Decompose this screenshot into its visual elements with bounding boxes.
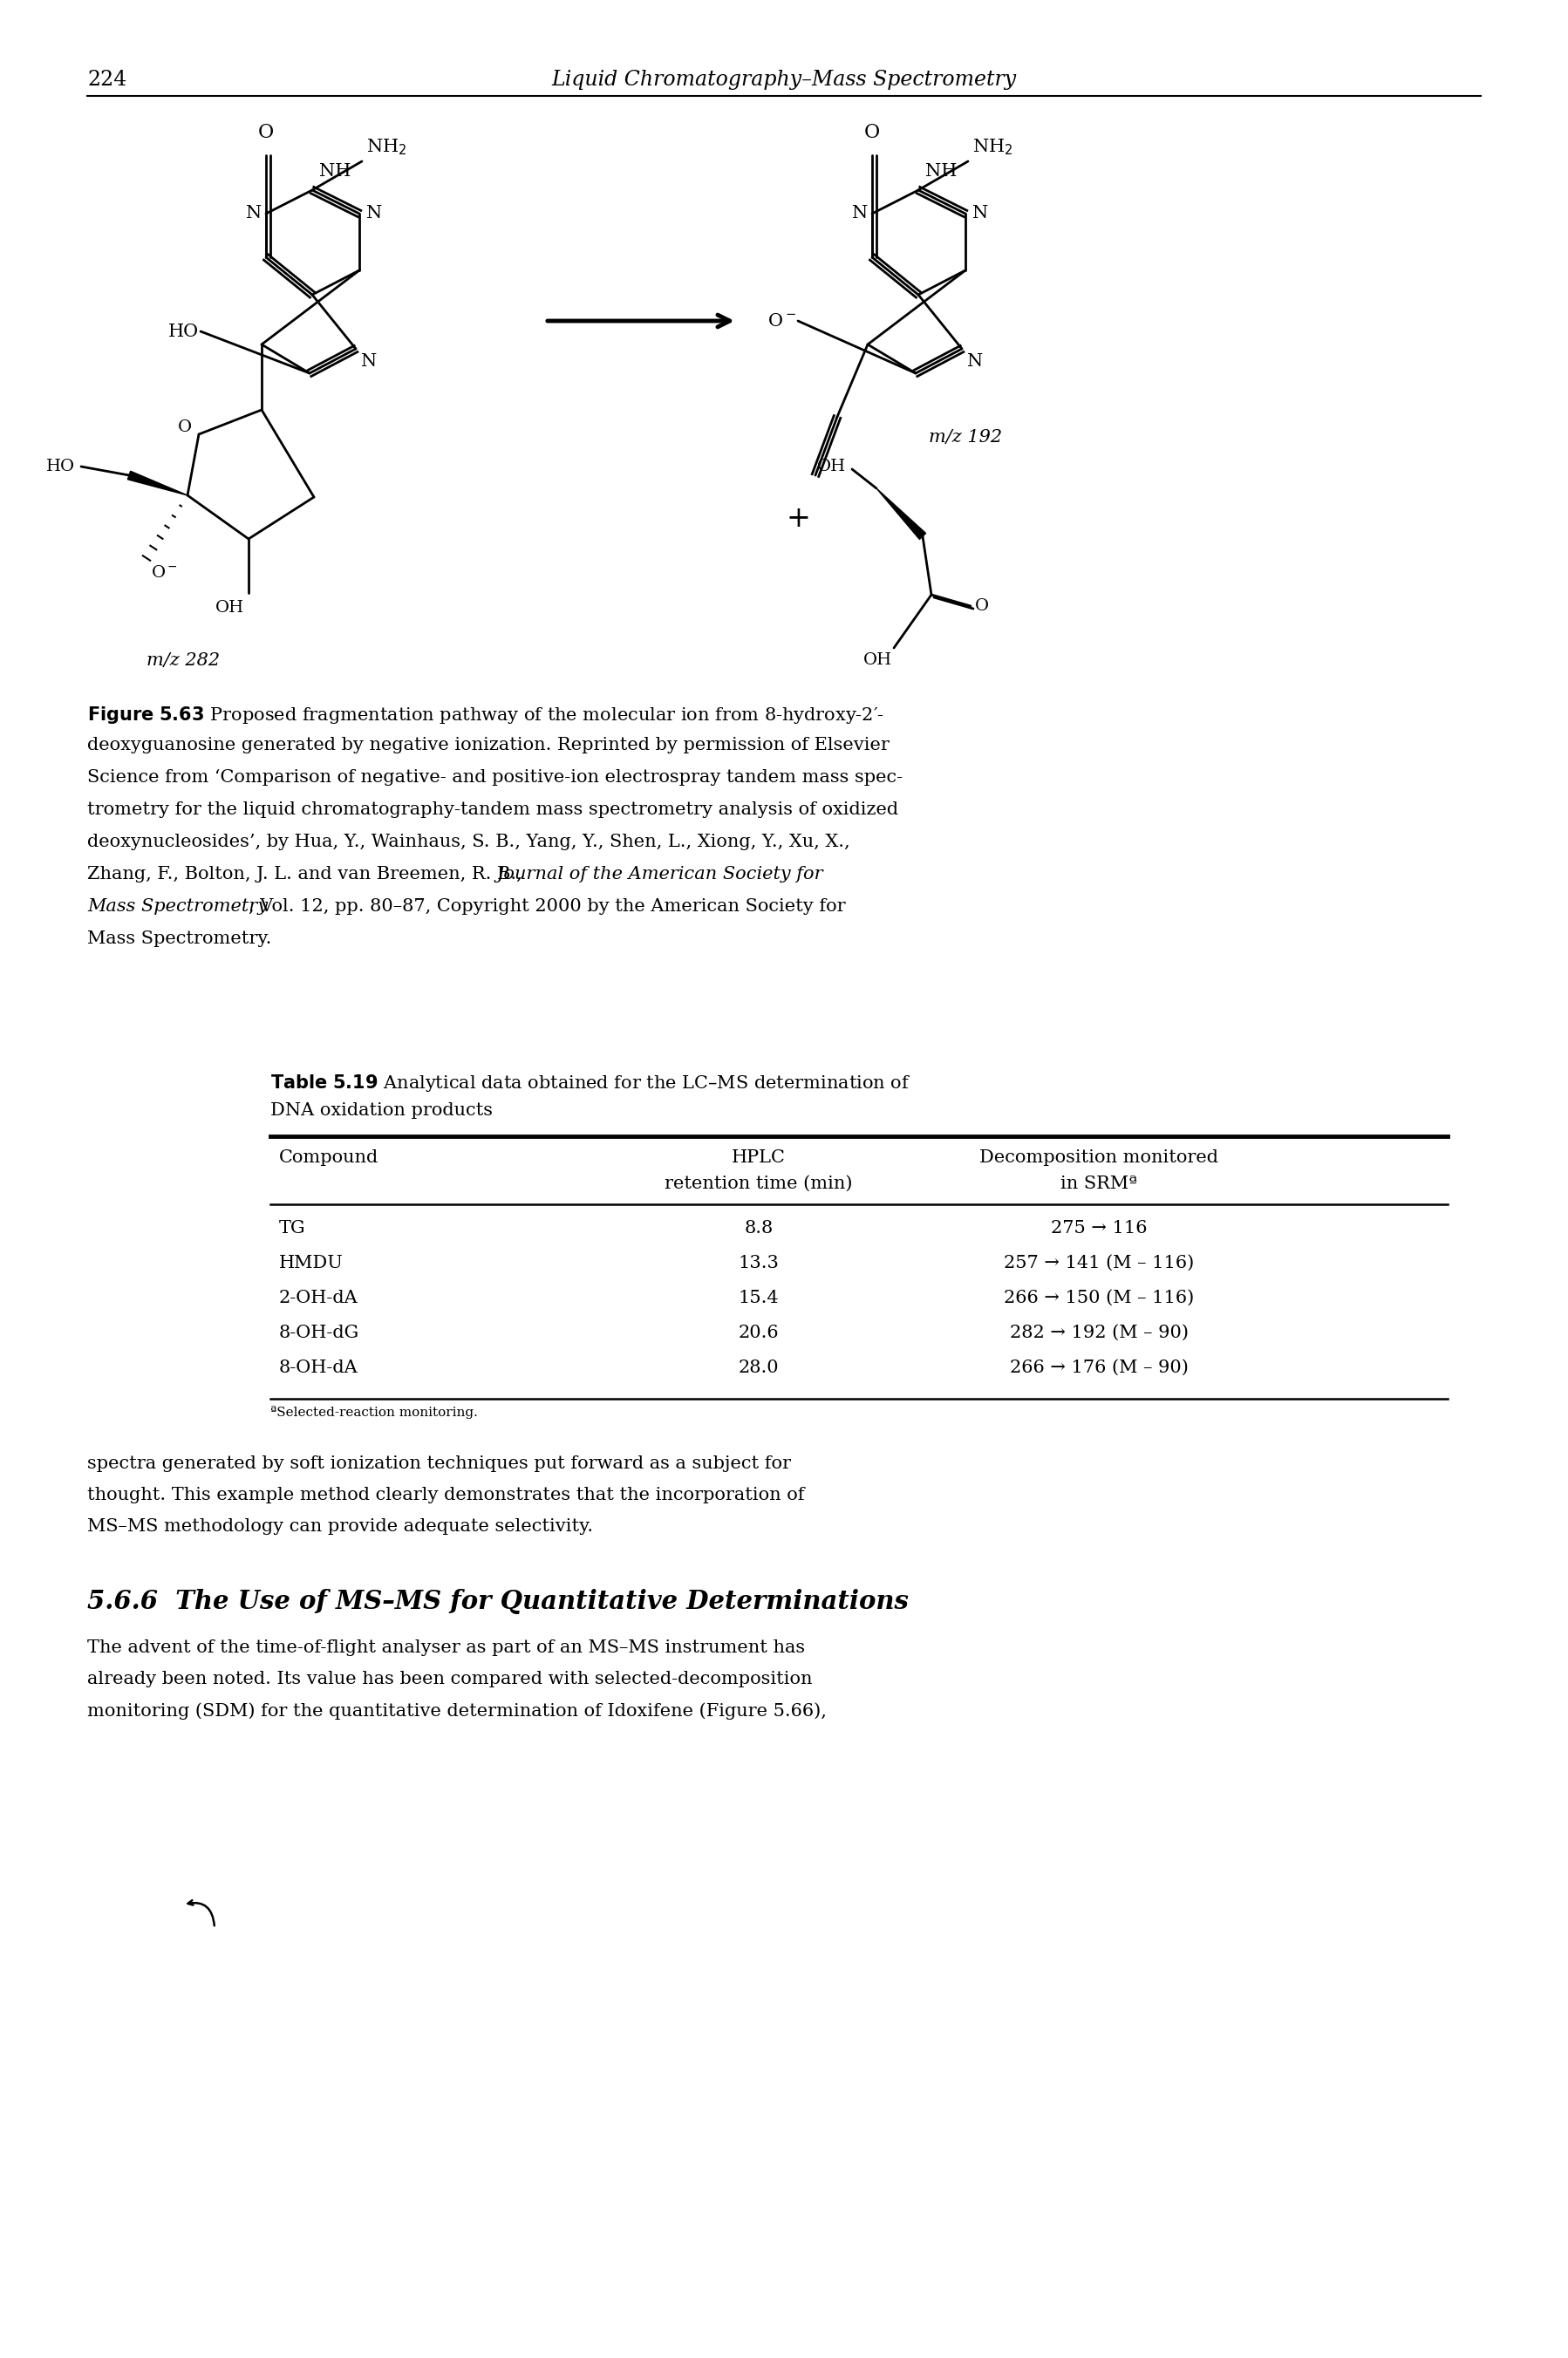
Text: 8.8: 8.8 xyxy=(745,1219,773,1236)
Text: Mass Spectrometry: Mass Spectrometry xyxy=(88,898,268,915)
Text: Compound: Compound xyxy=(279,1148,379,1165)
Text: retention time (min): retention time (min) xyxy=(665,1177,853,1193)
Text: OH: OH xyxy=(215,599,245,615)
Text: O: O xyxy=(259,123,274,141)
Text: 275 → 116: 275 → 116 xyxy=(1051,1219,1148,1236)
Text: NH: NH xyxy=(320,163,351,179)
Text: N: N xyxy=(851,205,867,222)
Text: 282 → 192 (M – 90): 282 → 192 (M – 90) xyxy=(1010,1325,1189,1342)
Text: NH$_2$: NH$_2$ xyxy=(972,137,1013,158)
Text: O: O xyxy=(864,123,880,141)
Text: in SRMª: in SRMª xyxy=(1060,1177,1137,1193)
Text: NH$_2$: NH$_2$ xyxy=(367,137,406,158)
Text: N: N xyxy=(361,354,376,370)
Text: , Vol. 12, pp. 80–87, Copyright 2000 by the American Society for: , Vol. 12, pp. 80–87, Copyright 2000 by … xyxy=(249,898,845,915)
Text: m/z 192: m/z 192 xyxy=(928,429,1002,446)
Text: 2-OH-dA: 2-OH-dA xyxy=(279,1290,358,1306)
Text: Mass Spectrometry.: Mass Spectrometry. xyxy=(88,931,271,948)
Text: HMDU: HMDU xyxy=(279,1254,343,1271)
Text: 5.6.6  The Use of MS–MS for Quantitative Determinations: 5.6.6 The Use of MS–MS for Quantitative … xyxy=(88,1589,908,1615)
Text: O$^-$: O$^-$ xyxy=(151,566,177,580)
Text: 8-OH-dA: 8-OH-dA xyxy=(279,1361,358,1377)
Text: 13.3: 13.3 xyxy=(739,1254,779,1271)
Text: deoxyguanosine generated by negative ionization. Reprinted by permission of Else: deoxyguanosine generated by negative ion… xyxy=(88,736,889,755)
Text: HPLC: HPLC xyxy=(732,1148,786,1165)
Text: spectra generated by soft ionization techniques put forward as a subject for: spectra generated by soft ionization tec… xyxy=(88,1455,790,1471)
Text: trometry for the liquid chromatography-tandem mass spectrometry analysis of oxid: trometry for the liquid chromatography-t… xyxy=(88,802,898,818)
Text: 266 → 176 (M – 90): 266 → 176 (M – 90) xyxy=(1010,1361,1189,1377)
Text: deoxynucleosides’, by Hua, Y., Wainhaus, S. B., Yang, Y., Shen, L., Xiong, Y., X: deoxynucleosides’, by Hua, Y., Wainhaus,… xyxy=(88,835,850,851)
Text: HO: HO xyxy=(45,460,75,474)
Text: 266 → 150 (M – 116): 266 → 150 (M – 116) xyxy=(1004,1290,1193,1306)
Text: N: N xyxy=(246,205,262,222)
Text: Zhang, F., Bolton, J. L. and van Breemen, R. B.,: Zhang, F., Bolton, J. L. and van Breemen… xyxy=(88,865,528,882)
Text: 8-OH-dG: 8-OH-dG xyxy=(279,1325,359,1342)
Text: m/z 282: m/z 282 xyxy=(146,653,220,670)
Text: monitoring (SDM) for the quantitative determination of Idoxifene (Figure 5.66),: monitoring (SDM) for the quantitative de… xyxy=(88,1702,826,1719)
Text: Liquid Chromatography–Mass Spectrometry: Liquid Chromatography–Mass Spectrometry xyxy=(552,71,1016,90)
Text: The advent of the time-of-flight analyser as part of an MS–MS instrument has: The advent of the time-of-flight analyse… xyxy=(88,1639,804,1655)
Text: TG: TG xyxy=(279,1219,306,1236)
Text: O: O xyxy=(177,420,191,436)
Text: N: N xyxy=(967,354,983,370)
Polygon shape xyxy=(877,488,925,540)
Text: Journal of the American Society for: Journal of the American Society for xyxy=(497,865,823,882)
Text: HO: HO xyxy=(168,323,199,340)
Text: ªSelected-reaction monitoring.: ªSelected-reaction monitoring. xyxy=(270,1405,478,1420)
Text: DNA oxidation products: DNA oxidation products xyxy=(270,1101,492,1118)
Text: NH: NH xyxy=(925,163,956,179)
Text: Science from ‘Comparison of negative- and positive-ion electrospray tandem mass : Science from ‘Comparison of negative- an… xyxy=(88,769,903,785)
Text: O$^-$: O$^-$ xyxy=(767,314,797,330)
Text: OH: OH xyxy=(817,460,845,474)
Text: 257 → 141 (M – 116): 257 → 141 (M – 116) xyxy=(1004,1254,1193,1271)
Polygon shape xyxy=(127,472,188,495)
Text: N: N xyxy=(367,205,383,222)
Text: already been noted. Its value has been compared with selected-decomposition: already been noted. Its value has been c… xyxy=(88,1672,812,1688)
Text: +: + xyxy=(786,505,811,533)
Text: N: N xyxy=(972,205,988,222)
Text: OH: OH xyxy=(864,653,892,667)
Text: Decomposition monitored: Decomposition monitored xyxy=(980,1148,1218,1165)
Text: 15.4: 15.4 xyxy=(739,1290,779,1306)
Text: MS–MS methodology can provide adequate selectivity.: MS–MS methodology can provide adequate s… xyxy=(88,1519,593,1535)
Text: 224: 224 xyxy=(88,71,127,90)
Text: O: O xyxy=(975,599,989,613)
Text: 20.6: 20.6 xyxy=(739,1325,779,1342)
Text: thought. This example method clearly demonstrates that the incorporation of: thought. This example method clearly dem… xyxy=(88,1488,804,1504)
Text: 28.0: 28.0 xyxy=(739,1361,779,1377)
Text: $\mathbf{Table\ 5.19}$ Analytical data obtained for the LC–MS determination of: $\mathbf{Table\ 5.19}$ Analytical data o… xyxy=(270,1073,911,1094)
Text: $\mathbf{Figure\ 5.63}$ Proposed fragmentation pathway of the molecular ion from: $\mathbf{Figure\ 5.63}$ Proposed fragmen… xyxy=(88,705,884,726)
